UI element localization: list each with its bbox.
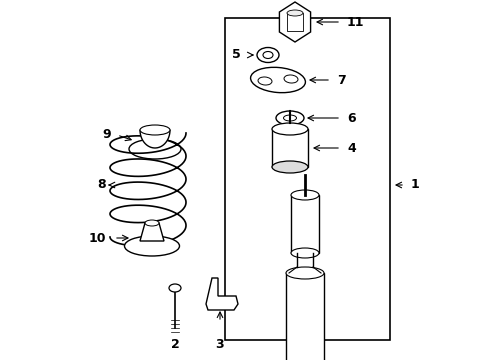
Ellipse shape — [286, 10, 303, 16]
Polygon shape — [205, 278, 238, 310]
Text: 1: 1 — [410, 179, 419, 192]
Ellipse shape — [275, 111, 304, 125]
Ellipse shape — [271, 123, 307, 135]
Text: 7: 7 — [336, 73, 345, 86]
Ellipse shape — [284, 75, 297, 83]
Text: 4: 4 — [346, 141, 355, 154]
Ellipse shape — [271, 161, 307, 173]
Ellipse shape — [290, 248, 318, 258]
Ellipse shape — [290, 190, 318, 200]
Ellipse shape — [250, 67, 305, 93]
Text: 2: 2 — [170, 338, 179, 351]
Text: 9: 9 — [102, 129, 111, 141]
Ellipse shape — [124, 236, 179, 256]
Bar — [285, 273, 324, 360]
Polygon shape — [140, 223, 163, 241]
Bar — [271, 129, 307, 167]
Ellipse shape — [145, 220, 159, 226]
Text: 8: 8 — [97, 179, 106, 192]
Ellipse shape — [258, 77, 271, 85]
Polygon shape — [279, 2, 310, 42]
Bar — [290, 195, 318, 253]
Text: 10: 10 — [88, 231, 106, 244]
Ellipse shape — [257, 48, 279, 63]
Ellipse shape — [263, 51, 272, 58]
Ellipse shape — [140, 125, 170, 135]
Text: 6: 6 — [346, 112, 355, 125]
Text: 3: 3 — [215, 338, 224, 351]
Bar — [286, 13, 303, 31]
Text: 5: 5 — [232, 49, 241, 62]
Polygon shape — [140, 130, 170, 148]
Ellipse shape — [129, 139, 181, 159]
Ellipse shape — [169, 284, 181, 292]
Ellipse shape — [285, 267, 324, 279]
Ellipse shape — [283, 115, 296, 121]
Text: 11: 11 — [346, 15, 364, 28]
Bar — [224, 18, 389, 340]
